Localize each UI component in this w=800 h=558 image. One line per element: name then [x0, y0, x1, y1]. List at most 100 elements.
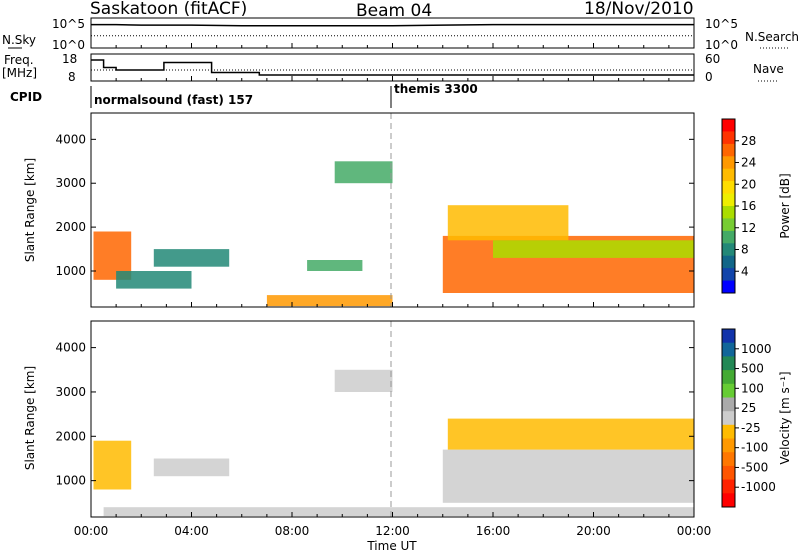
power-cbar-cell — [722, 181, 735, 194]
freq-tick-bottom: 8 — [68, 70, 76, 84]
heat-region-4 — [334, 161, 393, 184]
velocity-ytick-label: 3000 — [55, 385, 86, 399]
velocity-cbar-tick-label: 25 — [741, 401, 756, 415]
cpid-segment-2: themis 3300 — [394, 82, 478, 96]
power-ylabel: Slant Range [km] — [23, 158, 37, 262]
cpid-label: CPID — [10, 90, 42, 104]
power-cbar-cell — [722, 193, 735, 207]
power-cbar-tick-label: 24 — [741, 156, 756, 170]
power-cbar-tick-label: 12 — [741, 221, 756, 235]
velocity-ylabel: Slant Range [km] — [23, 366, 37, 470]
station-title: Saskatoon (fitACF) — [90, 0, 247, 19]
power-cbar-cell — [722, 168, 735, 182]
nave-tick-top: 60 — [705, 52, 720, 66]
velocity-cbar-tick-label: 100 — [741, 381, 764, 395]
heat-region-4 — [447, 418, 694, 450]
power-cbar-tick-label: 16 — [741, 199, 756, 213]
heat-region-2 — [153, 249, 230, 267]
x-tick-label: 04:00 — [174, 524, 209, 538]
time-axis: 00:00 04:00 08:00 12:00 16:00 20:00 00:00 — [74, 43, 712, 538]
x-tick-label: 00:00 — [677, 524, 712, 538]
power-cbar-cell — [722, 156, 735, 170]
power-ytick-label: 4000 — [55, 132, 86, 146]
heat-region-2 — [334, 369, 393, 392]
nave-tick-bottom: 0 — [705, 70, 713, 84]
velocity-cbar-cell — [722, 479, 735, 494]
x-tick-label: 20:00 — [576, 524, 611, 538]
velocity-cbar-tick-label: 1000 — [741, 342, 772, 356]
power-cbar-cell — [722, 280, 735, 294]
heat-region-6 — [447, 205, 569, 241]
xaxis-label: Time UT — [366, 539, 417, 553]
cpid-row: CPID normalsound (fast) 157 themis 3300 — [10, 82, 478, 108]
velocity-cbar-tick-label: -1000 — [741, 480, 776, 494]
heat-region-0 — [93, 440, 132, 490]
nsky-tick-bottom: 10^0 — [52, 38, 85, 52]
velocity-cbar-cell — [722, 465, 735, 481]
velocity-cbar-cell — [722, 438, 735, 453]
velocity-cbar-cell — [722, 411, 735, 426]
cpid-segment-1: normalsound (fast) 157 — [94, 93, 253, 107]
heat-region-7 — [493, 240, 694, 258]
velocity-ytick-label: 2000 — [55, 429, 86, 443]
heat-region-1 — [153, 458, 230, 477]
velocity-cbar-cell — [722, 452, 735, 467]
velocity-cbar-cell — [722, 370, 735, 385]
velocity-cbar-cell — [722, 424, 735, 439]
velocity-cbar-cell — [722, 356, 735, 371]
power-ytick-label: 3000 — [55, 176, 86, 190]
nave-label: Nave — [753, 62, 784, 76]
heat-region-3 — [442, 449, 694, 503]
velocity-cbar-tick-label: 500 — [741, 362, 764, 376]
nsearch-tick-top: 10^5 — [705, 17, 738, 31]
velocity-cbar-cell — [722, 342, 735, 357]
power-cbar-tick-label: 20 — [741, 177, 756, 191]
velocity-cbar-cell — [722, 397, 735, 412]
velocity-panel: 4000 3000 2000 1000 Slant Range [km] — [23, 320, 695, 518]
heat-region-1 — [116, 271, 192, 289]
freq-panel: Freq. [MHz] 18 8 Nave 60 0 — [2, 52, 784, 84]
nsearch-tick-bottom: 10^0 — [705, 38, 738, 52]
x-tick-label: 16:00 — [476, 524, 511, 538]
power-cbar-cell — [722, 119, 735, 132]
power-cbar-tick-label: 8 — [741, 243, 749, 257]
heat-region-3 — [307, 260, 363, 271]
power-cbar-tick-label: 4 — [741, 264, 749, 278]
power-cbar-cell — [722, 268, 735, 281]
nsky-label: N.Sky — [2, 33, 36, 47]
power-cbar-cell — [722, 206, 735, 219]
heat-region-5 — [103, 507, 694, 517]
power-cbar-cell — [722, 218, 735, 232]
velocity-cbar-cell — [722, 329, 735, 344]
power-colorbar: 28 24 20 16 12 8 4 Power [dB] — [721, 118, 792, 294]
freq-tick-top: 18 — [62, 52, 77, 66]
x-tick-label: 12:00 — [375, 524, 410, 538]
freq-label-2: [MHz] — [2, 66, 37, 80]
velocity-cbar-cell — [722, 493, 735, 508]
beam-title: Beam 04 — [356, 1, 432, 21]
nsearch-label: N.Search — [745, 30, 799, 44]
nsky-tick-top: 10^5 — [52, 17, 85, 31]
nsky-series-line — [91, 23, 694, 27]
heat-region-8 — [266, 295, 393, 307]
power-cbar-cell — [722, 230, 735, 244]
power-cbar-cell — [722, 131, 735, 145]
velocity-cbar-tick-label: -25 — [741, 421, 761, 435]
power-ytick-label: 2000 — [55, 220, 86, 234]
velocity-cbar-tick-label: -500 — [741, 460, 768, 474]
velocity-cbar-tick-label: -100 — [741, 441, 768, 455]
power-cbar-cell — [722, 243, 735, 257]
x-tick-label: 00:00 — [74, 524, 109, 538]
freq-label-1: Freq. — [4, 53, 34, 67]
power-cbar-cell — [722, 143, 735, 157]
freq-series-line — [91, 59, 694, 76]
date-title: 18/Nov/2010 — [584, 0, 694, 19]
power-cbar-label: Power [dB] — [778, 173, 792, 238]
velocity-ytick-label: 1000 — [55, 474, 86, 488]
velocity-cbar-label: Velocity [m s⁻¹] — [778, 371, 792, 464]
power-ytick-label: 1000 — [55, 264, 86, 278]
velocity-cbar-cell — [722, 383, 735, 398]
nsky-panel: N.Sky 10^5 10^0 N.Search 10^5 10^0 — [2, 17, 799, 52]
x-tick-label: 08:00 — [275, 524, 310, 538]
